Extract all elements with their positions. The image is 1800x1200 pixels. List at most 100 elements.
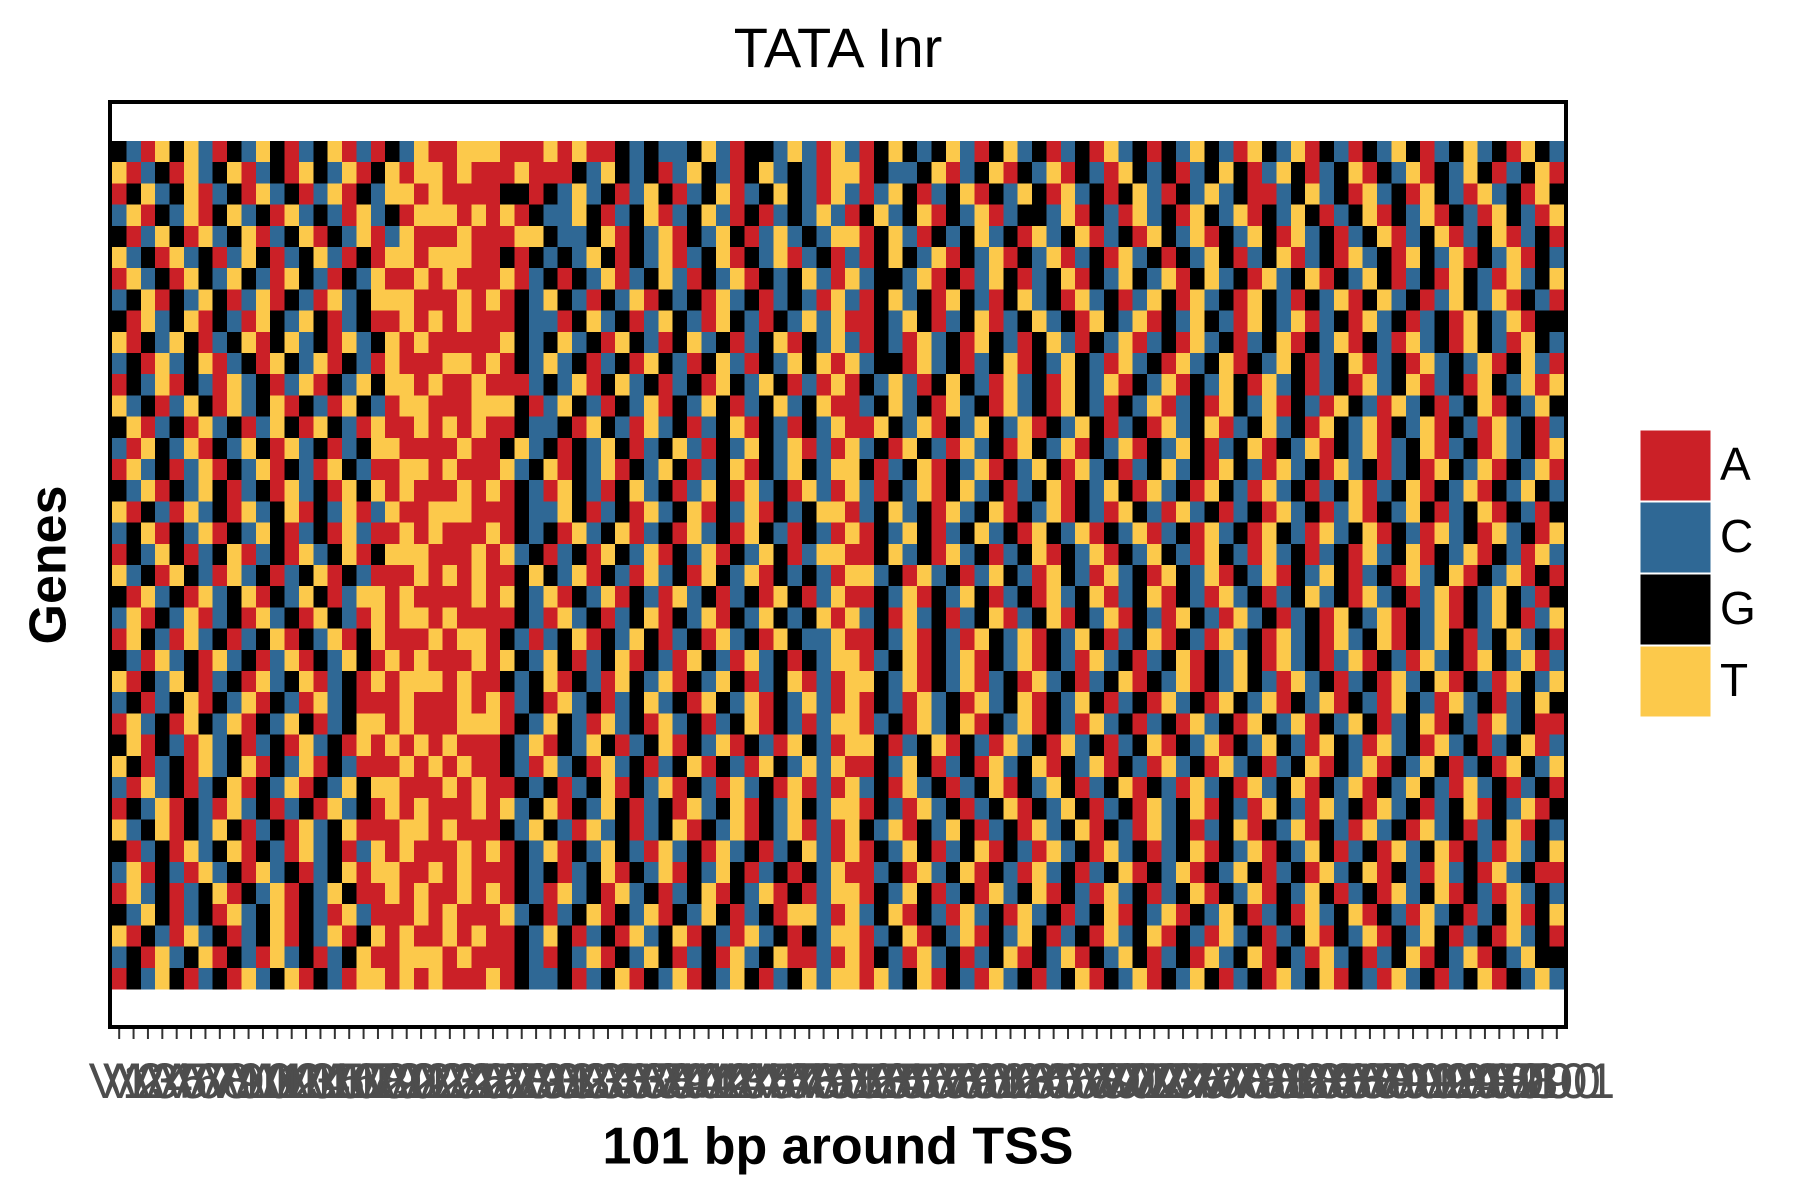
cell [1348, 395, 1364, 418]
cell [1247, 522, 1263, 545]
cell [557, 374, 573, 396]
cell [988, 374, 1004, 396]
cell [902, 946, 918, 969]
cell [802, 437, 817, 460]
cell [1089, 904, 1105, 926]
cell [126, 543, 142, 566]
cell [485, 649, 501, 672]
cell [1448, 861, 1464, 884]
cell [1017, 289, 1033, 312]
cell [112, 734, 127, 757]
cell [1362, 416, 1378, 439]
cell [888, 141, 904, 163]
cell [270, 501, 286, 524]
cell [1046, 501, 1062, 524]
cell [701, 247, 717, 269]
cell [1448, 543, 1464, 566]
cell [255, 522, 271, 545]
cell [413, 395, 429, 418]
cell [787, 734, 803, 757]
cell [198, 501, 214, 524]
cell [1060, 310, 1076, 333]
cell [988, 692, 1004, 714]
cell [457, 501, 472, 524]
cell [1333, 268, 1349, 290]
cell [1233, 141, 1249, 163]
cell [1362, 162, 1378, 184]
cell [1032, 416, 1047, 439]
cell [1520, 692, 1536, 714]
cell [1075, 522, 1091, 545]
cell [198, 861, 214, 884]
cell [528, 225, 544, 248]
cell [672, 819, 688, 842]
cell [1132, 501, 1148, 524]
cell [1520, 416, 1536, 439]
cell [413, 904, 429, 926]
cell [112, 225, 127, 248]
cell [514, 925, 530, 948]
cell [859, 480, 875, 502]
cell [773, 480, 789, 502]
cell [385, 925, 401, 948]
cell [457, 904, 472, 926]
cell [1103, 734, 1119, 757]
cell [485, 755, 501, 778]
cell [485, 480, 501, 502]
cell [284, 141, 300, 163]
cell [629, 777, 645, 799]
cell [1333, 607, 1349, 630]
cell [1075, 204, 1091, 227]
cell [1549, 437, 1565, 460]
cell [284, 840, 300, 863]
cell [744, 204, 760, 227]
cell [830, 586, 846, 608]
cell [586, 141, 602, 163]
cell [1276, 459, 1292, 481]
cell [370, 861, 386, 884]
cell [1492, 501, 1507, 524]
cell [931, 565, 947, 587]
cell [701, 162, 717, 184]
cell [1175, 819, 1191, 842]
cell [945, 331, 961, 354]
cell [342, 755, 357, 778]
cell [687, 904, 702, 926]
cell [643, 374, 659, 396]
cell [1075, 861, 1091, 884]
cell [1132, 247, 1148, 269]
cell [284, 183, 300, 206]
cell [715, 671, 731, 693]
cell [960, 247, 976, 269]
cell [931, 904, 947, 926]
cell [1506, 268, 1522, 290]
cell [313, 883, 329, 905]
cell [687, 268, 702, 290]
cell [1060, 331, 1076, 354]
cell [1506, 480, 1522, 502]
cell [715, 734, 731, 757]
cell [442, 183, 458, 206]
cell [557, 480, 573, 502]
cell [931, 480, 947, 502]
cell [399, 777, 415, 799]
cell [873, 607, 889, 630]
cell [428, 353, 444, 375]
cell [356, 374, 372, 396]
cell [471, 946, 487, 969]
cell [327, 798, 343, 820]
cell [514, 586, 530, 608]
cell [931, 777, 947, 799]
cell [988, 734, 1004, 757]
cell [1348, 967, 1364, 990]
cell [830, 501, 846, 524]
cell [1448, 777, 1464, 799]
cell [960, 501, 976, 524]
cell [701, 798, 717, 820]
cell [1175, 734, 1191, 757]
cell [945, 861, 961, 884]
cell [1377, 374, 1392, 396]
cell [1348, 819, 1364, 842]
cell [701, 819, 717, 842]
cell [816, 692, 832, 714]
